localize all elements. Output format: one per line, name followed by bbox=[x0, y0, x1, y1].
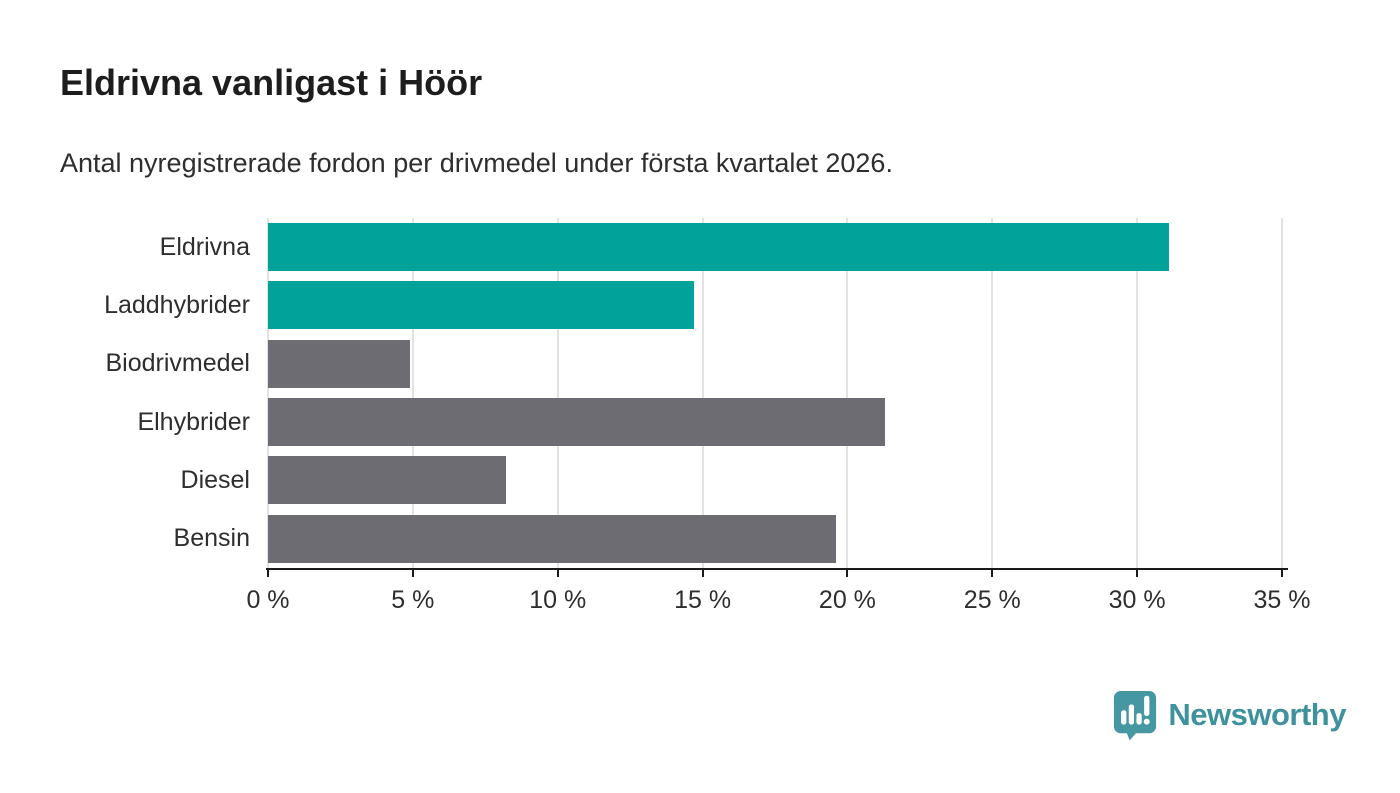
newsworthy-badge-icon bbox=[1114, 691, 1157, 741]
x-axis-tick bbox=[701, 568, 704, 577]
bar-row bbox=[268, 510, 1282, 568]
x-axis-tick-label: 5 % bbox=[391, 586, 435, 614]
bar-icon-3 bbox=[1136, 713, 1143, 725]
y-axis-labels: Eldrivna Laddhybrider Biodrivmedel Elhybrid… bbox=[30, 218, 250, 568]
x-axis-line bbox=[266, 568, 1288, 570]
gridline bbox=[267, 218, 269, 568]
x-axis-tick-label: 10 % bbox=[529, 586, 587, 614]
brand-name: Newsworthy bbox=[1168, 697, 1346, 732]
bar-laddhybrider bbox=[268, 281, 694, 330]
gridline bbox=[701, 218, 704, 568]
bar-row bbox=[268, 393, 1282, 451]
y-axis-label: Laddhybrider bbox=[104, 290, 250, 319]
exclamation-stem-icon bbox=[1144, 695, 1150, 716]
bars-container bbox=[268, 218, 1282, 568]
bar-row bbox=[268, 335, 1282, 393]
badge-pin-shape bbox=[1114, 691, 1157, 741]
x-axis-tick bbox=[267, 568, 269, 577]
bar-eldrivna bbox=[268, 223, 1169, 271]
y-axis-label: Eldrivna bbox=[159, 232, 250, 261]
bar-biodrivmedel bbox=[268, 339, 410, 388]
bar-icon-2 bbox=[1129, 704, 1135, 725]
plot-area bbox=[266, 218, 1288, 577]
y-axis-label: Elhybrider bbox=[137, 407, 250, 436]
bar-row bbox=[268, 276, 1282, 334]
gridline bbox=[1281, 218, 1283, 568]
bar-diesel bbox=[268, 456, 506, 505]
x-axis-tick-label: 20 % bbox=[818, 586, 876, 614]
x-axis-tick-label: 25 % bbox=[963, 586, 1021, 614]
gridline bbox=[556, 218, 559, 568]
gridline bbox=[846, 218, 849, 568]
bar-row bbox=[268, 218, 1282, 276]
newsworthy-logo: Newsworthy bbox=[1112, 689, 1346, 741]
x-axis-tick bbox=[556, 568, 559, 577]
x-axis-tick-label: 0 % bbox=[246, 586, 290, 614]
gridline bbox=[411, 218, 414, 568]
x-axis-tick bbox=[846, 568, 849, 577]
x-axis-tick-label: 35 % bbox=[1253, 586, 1311, 614]
bar-row bbox=[268, 451, 1282, 509]
x-axis-tick-label: 30 % bbox=[1108, 586, 1166, 614]
y-axis-label: Diesel bbox=[180, 465, 250, 494]
gridline bbox=[991, 218, 994, 568]
bar-bensin bbox=[268, 514, 836, 563]
y-axis-label: Biodrivmedel bbox=[105, 349, 250, 378]
x-axis-tick bbox=[1281, 568, 1283, 577]
x-axis-tick bbox=[1136, 568, 1139, 577]
chart-subtitle: Antal nyregistrerade fordon per drivmede… bbox=[60, 148, 893, 178]
x-axis-tick-labels: 0 % 5 % 10 % 15 % 20 % 25 % 30 % 35 % bbox=[246, 586, 1310, 618]
chart-title: Eldrivna vanligast i Höör bbox=[60, 62, 483, 103]
bar-elhybrider bbox=[268, 398, 886, 446]
gridline bbox=[1136, 218, 1139, 568]
bar-icon-1 bbox=[1121, 710, 1127, 725]
x-axis-tick bbox=[991, 568, 994, 577]
x-axis-tick-label: 15 % bbox=[674, 586, 732, 614]
exclamation-dot-icon bbox=[1144, 718, 1151, 725]
x-axis-tick bbox=[411, 568, 414, 577]
y-axis-label: Bensin bbox=[173, 524, 250, 553]
